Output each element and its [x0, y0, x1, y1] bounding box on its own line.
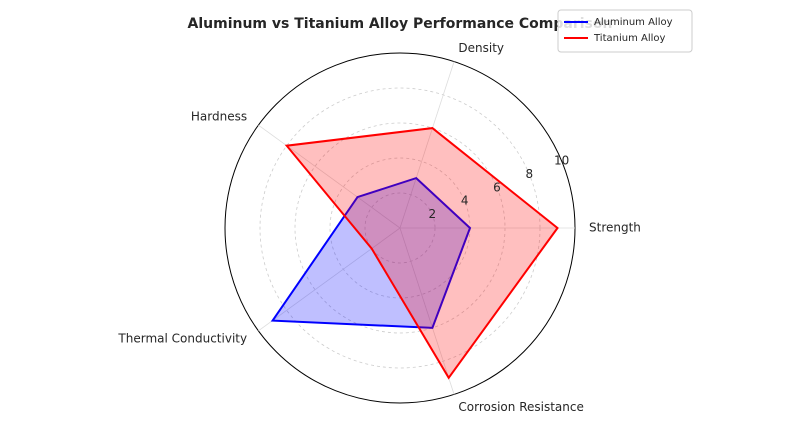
radial-tick-label: 10 — [554, 154, 569, 168]
spoke — [258, 124, 401, 229]
category-label: Hardness — [191, 109, 247, 123]
spoke — [258, 227, 401, 332]
chart-title: Aluminum vs Titanium Alloy Performance C… — [188, 16, 613, 32]
legend-label: Aluminum Alloy — [594, 17, 673, 28]
spoke — [399, 227, 455, 395]
category-label: Thermal Conductivity — [117, 332, 247, 346]
series-line — [284, 127, 559, 380]
series-area — [272, 178, 470, 328]
category-label: Density — [458, 41, 504, 55]
radial-tick-label: 4 — [461, 194, 469, 208]
category-label: Strength — [589, 221, 641, 235]
legend: Aluminum Alloy Titanium Alloy — [557, 9, 693, 53]
series-area — [286, 128, 558, 378]
radial-tick-label: 8 — [526, 167, 534, 181]
radial-tick-label: 2 — [429, 207, 437, 221]
category-label: Corrosion Resistance — [458, 400, 583, 414]
series-line — [270, 176, 472, 329]
legend-box — [557, 9, 693, 53]
legend-label: Titanium Alloy — [593, 33, 666, 44]
spoke — [399, 61, 455, 229]
radial-tick-label: 6 — [493, 180, 501, 194]
